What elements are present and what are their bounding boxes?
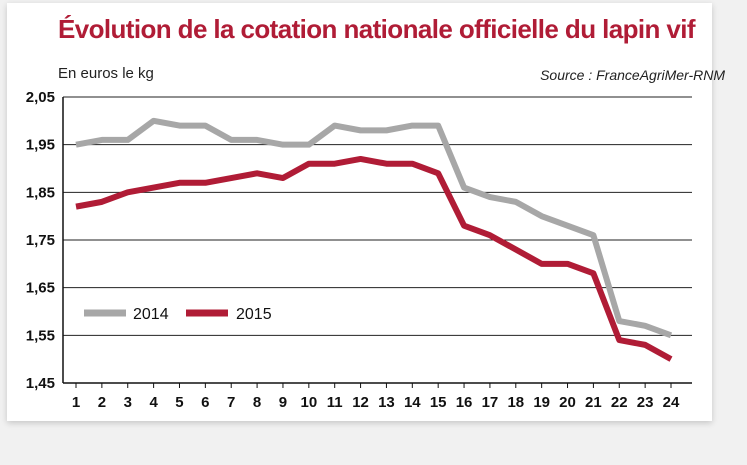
legend-label-2015: 2015 xyxy=(236,306,272,323)
x-tick-label: 10 xyxy=(300,394,317,411)
grid-lines xyxy=(63,96,692,336)
x-tick-label: 14 xyxy=(404,394,421,411)
x-tick-label: 24 xyxy=(663,394,680,411)
y-tick-label: 1,55 xyxy=(26,327,55,344)
x-tick-label: 18 xyxy=(507,394,524,411)
x-tick-label: 19 xyxy=(533,394,550,411)
legend: 2014 2015 xyxy=(84,306,272,323)
x-tick-label: 16 xyxy=(456,394,473,411)
x-tick-label: 13 xyxy=(378,394,395,411)
series-line-2015 xyxy=(75,155,673,362)
x-tick-label: 8 xyxy=(253,394,261,411)
x-tick-label: 17 xyxy=(482,394,499,411)
x-tick-label: 11 xyxy=(327,394,343,411)
x-tick-label: 20 xyxy=(559,394,576,411)
x-tick-label: 23 xyxy=(637,394,654,411)
cropped-article-text xyxy=(30,442,730,465)
x-tick-label: 12 xyxy=(352,394,369,411)
axes xyxy=(62,97,692,388)
y-tick-label: 1,85 xyxy=(26,184,55,201)
x-tick-label: 9 xyxy=(279,394,287,411)
y-tick-labels: 1,45 1,55 1,65 1,75 1,85 1,95 2,05 xyxy=(26,89,55,392)
y-tick-label: 1,75 xyxy=(26,232,55,249)
y-tick-label: 2,05 xyxy=(26,89,55,106)
source-note: Source : FranceAgriMer-RNM xyxy=(540,67,725,83)
legend-label-2014: 2014 xyxy=(133,306,169,323)
x-tick-label: 4 xyxy=(149,394,158,411)
x-tick-label: 15 xyxy=(430,394,447,411)
x-tick-label: 22 xyxy=(611,394,628,411)
chart-title: Évolution de la cotation nationale offic… xyxy=(58,14,696,44)
y-tick-label: 1,45 xyxy=(26,375,55,392)
x-tick-label: 7 xyxy=(227,394,235,411)
x-tick-label: 2 xyxy=(98,394,106,411)
x-tick-label: 3 xyxy=(124,394,132,411)
x-tick-labels: 1 2 3 4 5 6 7 8 9 10 11 12 13 14 15 16 17 18 19 20 21 22 23 24 xyxy=(72,394,680,411)
series-line-2014 xyxy=(75,117,673,339)
y-tick-label: 1,65 xyxy=(26,280,55,297)
x-tick-label: 21 xyxy=(585,394,602,411)
x-tick-label: 5 xyxy=(175,394,183,411)
x-tick-label: 6 xyxy=(201,394,209,411)
x-tick-label: 1 xyxy=(72,394,80,411)
chart-card xyxy=(7,3,712,421)
series-lines xyxy=(75,117,673,362)
y-axis-unit-label: En euros le kg xyxy=(58,65,154,82)
y-tick-label: 1,95 xyxy=(26,137,55,154)
